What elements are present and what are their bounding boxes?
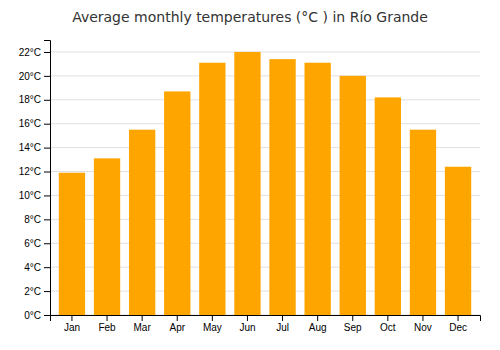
x-tick-mark — [212, 315, 213, 321]
x-tick-mark — [282, 315, 283, 321]
x-tick: May — [203, 315, 222, 333]
y-tick-mark — [44, 315, 50, 316]
y-tick: 10°C — [19, 190, 50, 201]
bar — [445, 167, 471, 315]
y-axis: 0°C 2°C 4°C 6°C 8°C 10°C 12°C 14°C 16°C 18°C 20°C 2… — [19, 41, 51, 321]
y-tick: 18°C — [19, 94, 50, 105]
y-tick-mark — [44, 148, 50, 149]
x-tick-mark — [107, 315, 108, 321]
y-tick: 2°C — [24, 286, 50, 297]
x-tick: Nov — [414, 315, 432, 333]
x-tick-label: Jan — [64, 322, 80, 333]
x-tick-label: Nov — [414, 322, 432, 333]
bar — [269, 59, 295, 315]
x-tick: Oct — [380, 315, 396, 333]
y-tick-mark — [44, 243, 50, 244]
x-tick-label: Jul — [276, 322, 289, 333]
y-tick-label: 4°C — [24, 262, 41, 273]
y-tick: 16°C — [19, 118, 50, 129]
x-tick-label: Feb — [98, 322, 116, 333]
x-tick-label: Apr — [169, 322, 185, 333]
x-tick: Sep — [344, 315, 362, 333]
x-axis-line — [51, 316, 481, 322]
x-tick-label: Jun — [239, 322, 255, 333]
x-tick-label: Sep — [344, 322, 362, 333]
y-tick-label: 20°C — [19, 71, 41, 82]
x-tick-mark — [71, 315, 72, 321]
y-tick: 12°C — [19, 166, 50, 177]
plot: 0°C 2°C 4°C 6°C 8°C 10°C 12°C 14°C 16°C 18°C 20°C 2… — [19, 41, 481, 334]
bar — [129, 130, 155, 315]
x-tick-mark — [458, 315, 459, 321]
y-tick: 0°C — [24, 310, 50, 321]
y-tick-mark — [44, 172, 50, 173]
chart-svg: 0°C 2°C 4°C 6°C 8°C 10°C 12°C 14°C 16°C 18°C 20°C 2… — [0, 0, 500, 350]
grid-line — [50, 51, 480, 52]
bar — [375, 97, 401, 315]
y-tick-mark — [44, 124, 50, 125]
y-tick-label: 2°C — [24, 286, 41, 297]
x-tick-label: Aug — [309, 322, 327, 333]
bar — [94, 158, 120, 315]
x-tick-label: May — [203, 322, 222, 333]
y-tick-label: 14°C — [19, 142, 41, 153]
y-axis-line — [44, 41, 51, 316]
x-tick: Jun — [239, 315, 255, 333]
bar — [340, 76, 366, 315]
x-tick: Jul — [276, 315, 289, 333]
x-tick-mark — [177, 315, 178, 321]
y-tick-label: 18°C — [19, 94, 41, 105]
y-tick-label: 16°C — [19, 118, 41, 129]
y-tick: 4°C — [24, 262, 50, 273]
x-tick-mark — [142, 315, 143, 321]
bars — [59, 52, 471, 315]
y-tick: 20°C — [19, 71, 50, 82]
x-tick: Feb — [98, 315, 116, 333]
y-tick: 14°C — [19, 142, 50, 153]
y-tick: 8°C — [24, 214, 50, 225]
y-tick-mark — [44, 219, 50, 220]
x-axis: Jan Feb Mar Apr May Jun Jul Aug Sep Oct Nov Dec — [51, 315, 481, 333]
x-tick: Apr — [169, 315, 185, 333]
y-tick-mark — [44, 76, 50, 77]
x-tick: Jan — [64, 315, 80, 333]
y-tick-label: 12°C — [19, 166, 41, 177]
x-tick-mark — [422, 315, 423, 321]
bar — [410, 130, 436, 315]
x-tick-mark — [387, 315, 388, 321]
y-tick-mark — [44, 267, 50, 268]
y-tick-label: 10°C — [19, 190, 41, 201]
bar — [234, 52, 260, 315]
bar — [304, 63, 330, 315]
x-tick: Dec — [449, 315, 467, 333]
title: Average monthly temperatures (°C ) in Rí… — [72, 9, 428, 25]
bar — [199, 63, 225, 315]
bar — [59, 173, 85, 315]
x-tick-label: Mar — [134, 322, 152, 333]
grid — [50, 52, 480, 315]
y-tick-mark — [44, 291, 50, 292]
x-tick: Mar — [134, 315, 152, 333]
y-tick-mark — [44, 195, 50, 196]
x-tick: Aug — [309, 315, 327, 333]
y-tick-label: 8°C — [24, 214, 41, 225]
y-tick: 22°C — [19, 47, 50, 58]
y-tick-label: 6°C — [24, 238, 41, 249]
x-tick-mark — [247, 315, 248, 321]
x-tick-mark — [352, 315, 353, 321]
x-tick-label: Dec — [449, 322, 467, 333]
y-tick-label: 22°C — [19, 47, 41, 58]
y-tick-label: 0°C — [24, 310, 41, 321]
grid-line — [50, 75, 480, 76]
bar — [164, 91, 190, 315]
chart-container: 0°C 2°C 4°C 6°C 8°C 10°C 12°C 14°C 16°C 18°C 20°C 2… — [0, 0, 500, 350]
grid-line — [50, 99, 480, 100]
y-tick-mark — [44, 52, 50, 53]
grid-line — [50, 123, 480, 124]
y-tick-mark — [44, 100, 50, 101]
x-tick-label: Oct — [380, 322, 396, 333]
y-tick: 6°C — [24, 238, 50, 249]
x-tick-mark — [317, 315, 318, 321]
